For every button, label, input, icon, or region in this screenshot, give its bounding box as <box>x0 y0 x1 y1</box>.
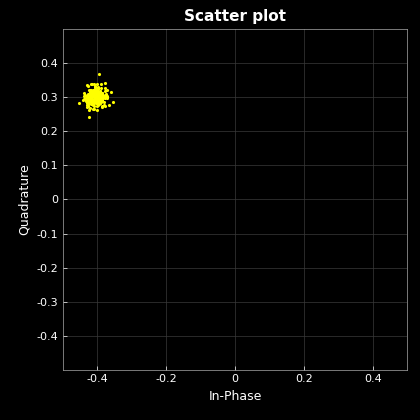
Channel 1 <box>86 87 91 92</box>
Channel 1 <box>92 100 97 105</box>
Channel 1 <box>96 93 101 98</box>
Title: Scatter plot: Scatter plot <box>184 9 286 24</box>
Channel 1 <box>81 91 87 96</box>
Channel 1 <box>97 71 102 76</box>
Channel 1 <box>99 92 104 97</box>
Channel 1 <box>85 99 90 104</box>
Channel 1 <box>87 115 92 120</box>
Channel 1 <box>90 92 95 97</box>
Line: Channel 1: Channel 1 <box>78 72 114 119</box>
Channel 1 <box>100 104 105 109</box>
X-axis label: In-Phase: In-Phase <box>208 390 262 403</box>
Y-axis label: Quadrature: Quadrature <box>18 164 31 235</box>
